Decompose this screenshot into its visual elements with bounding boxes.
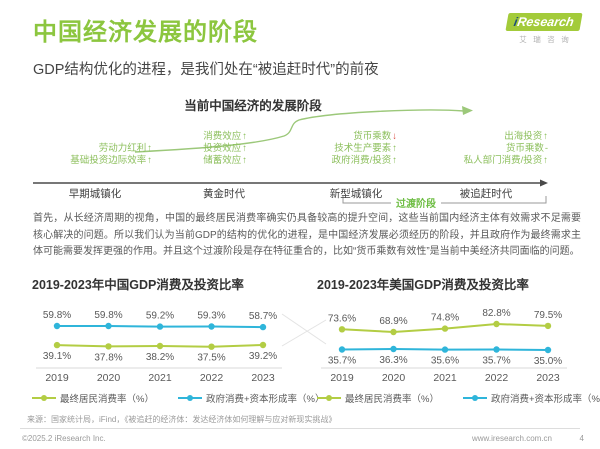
transition-bracket	[342, 196, 547, 204]
stage-curve-canvas	[33, 106, 548, 204]
logo-mark: iResearch	[505, 13, 583, 31]
chart-title: 2019-2023年美国GDP消费及投资比率	[317, 278, 529, 292]
stage-3-factors: 货币乘数↓ 技术生产要素↑ 政府消费/投资↑	[332, 131, 397, 167]
legend-marker-icon	[317, 395, 341, 401]
svg-text:74.8%: 74.8%	[431, 313, 459, 324]
iresearch-logo: iResearch 艾瑞咨询	[505, 13, 583, 45]
legend-item: 政府消费+资本形成率（%）	[462, 391, 600, 405]
stage-2-factors: 消费效应↑ 投资效应↑ 储蓄效应↑	[203, 131, 247, 167]
factor-label: 储蓄效应↑	[203, 155, 247, 166]
factor-label: 消费效应↑	[203, 131, 247, 142]
stage-label: 黄金时代	[203, 188, 245, 200]
footer-divider	[20, 428, 580, 429]
logo-chinese-name: 艾瑞咨询	[519, 35, 576, 44]
chart-connector-lines	[281, 313, 327, 347]
up-arrow-icon: ↑	[147, 143, 152, 154]
down-arrow-icon: ↓	[392, 131, 397, 142]
up-arrow-icon: ↑	[543, 131, 548, 142]
svg-text:35.7%: 35.7%	[482, 356, 510, 367]
line-chart: 2019 2020 2021 2022 2023 73.6% 68.9% 74.8% 82.8%…	[321, 308, 567, 384]
chart-title: 2019-2023年中国GDP消费及投资比率	[32, 278, 244, 292]
svg-text:2022: 2022	[200, 372, 224, 384]
up-arrow-icon: ↑	[392, 155, 397, 166]
svg-text:2021: 2021	[433, 372, 457, 384]
svg-text:35.0%: 35.0%	[534, 356, 562, 367]
axis-arrowhead	[540, 179, 548, 187]
svg-text:39.1%: 39.1%	[43, 351, 71, 362]
svg-text:35.7%: 35.7%	[328, 356, 356, 367]
up-arrow-icon: ↑	[392, 143, 397, 154]
svg-text:35.6%: 35.6%	[431, 356, 459, 367]
svg-text:59.2%: 59.2%	[146, 311, 174, 322]
logo-wordmark: Research	[516, 15, 576, 29]
svg-text:2023: 2023	[536, 372, 560, 384]
legend-marker-icon	[462, 395, 487, 401]
svg-text:82.8%: 82.8%	[482, 308, 510, 319]
diagram-title: 当前中国经济的发展阶段	[184, 99, 322, 113]
svg-text:2022: 2022	[485, 372, 509, 384]
factor-label: 技术生产要素↑	[334, 143, 397, 154]
subtitle: GDP结构优化的进程，是我们处在“被追赶时代”的前夜	[33, 62, 379, 78]
svg-text:39.2%: 39.2%	[249, 351, 277, 362]
website-url: www.iresearch.com.cn	[471, 434, 552, 443]
stage-1-factors: 劳动力红利↑ 基础投资边际效率↑	[70, 143, 152, 167]
page-title: 中国经济发展的阶段	[33, 19, 258, 46]
source-note: 来源：国家统计局，iFind，《被追赶的经济体：发达经济体如何理解与应对新现实挑…	[27, 415, 337, 424]
up-arrow-icon: ↑	[147, 155, 152, 166]
factor-label: 私人部门消费/投资↑	[463, 155, 548, 166]
copyright: ©2025.2 iResearch Inc.	[22, 434, 106, 443]
chart-legend: 最终居民消费率（%） 政府消费+资本形成率（%）	[317, 391, 600, 405]
svg-text:68.9%: 68.9%	[379, 316, 407, 327]
factor-label: 货币乘数↓	[353, 131, 397, 142]
svg-text:37.8%: 37.8%	[94, 352, 122, 363]
up-arrow-icon: ↑	[543, 155, 548, 166]
svg-text:2023: 2023	[251, 372, 275, 384]
svg-text:36.3%: 36.3%	[379, 355, 407, 366]
growth-curve	[134, 109, 465, 153]
chart-legend: 最终居民消费率（%） 政府消费+资本形成率（%）	[32, 391, 324, 405]
factor-label: 政府消费/投资↑	[331, 155, 397, 166]
svg-text:73.6%: 73.6%	[328, 313, 356, 324]
legend-marker-icon	[32, 395, 56, 401]
factor-label: 劳动力红利↑	[98, 143, 152, 154]
factor-label: 出海投资↑	[504, 131, 548, 142]
stage-label: 新型城镇化	[329, 188, 383, 200]
factor-label: 基础投资边际效率↑	[70, 155, 152, 166]
svg-text:2019: 2019	[330, 372, 354, 384]
stage-label: 早期城镇化	[68, 188, 122, 200]
stage-label: 被追赶时代	[459, 188, 513, 200]
svg-text:2021: 2021	[148, 372, 172, 384]
up-arrow-icon: ↑	[242, 131, 247, 142]
legend-item: 政府消费+资本形成率（%）	[177, 391, 324, 405]
transition-stage-label: 过渡阶段	[396, 199, 436, 210]
svg-text:59.8%: 59.8%	[43, 310, 71, 321]
legend-marker-icon	[177, 395, 202, 401]
up-arrow-icon: ↑	[242, 155, 247, 166]
svg-text:38.2%: 38.2%	[146, 352, 174, 363]
up-arrow-icon: ↑	[242, 143, 247, 154]
factor-label: 货币乘数-	[505, 143, 548, 154]
svg-text:2019: 2019	[45, 372, 69, 384]
curve-arrowhead	[462, 106, 473, 115]
page-number: 4	[579, 434, 584, 443]
line-chart: 2019 2020 2021 2022 2023 39.1% 37.8% 38.2% 37.5%…	[36, 310, 282, 384]
development-stages-diagram: 当前中国经济的发展阶段 过渡阶段 劳动力红利↑ 基础投资边际效率↑ 早期城镇化 消费效…	[0, 95, 600, 215]
svg-text:59.3%: 59.3%	[197, 311, 225, 322]
svg-text:58.7%: 58.7%	[249, 311, 277, 322]
legend-item: 最终居民消费率（%）	[317, 391, 439, 405]
us-gdp-chart: 2019-2023年美国GDP消费及投资比率 2019 2020 2021 2022 2…	[315, 274, 600, 410]
dash-icon: -	[544, 143, 548, 154]
svg-text:79.5%: 79.5%	[534, 310, 562, 321]
svg-text:2020: 2020	[382, 372, 406, 384]
legend-item: 最终居民消费率（%）	[32, 391, 154, 405]
svg-text:2020: 2020	[97, 372, 121, 384]
china-gdp-chart: 2019-2023年中国GDP消费及投资比率 2019 2020 2021 2022 2…	[30, 274, 324, 410]
body-paragraph: 首先，从长经济周期的视角，中国的最终居民消费率确实仍具备较高的提升空间，这些当前…	[33, 213, 581, 257]
svg-text:37.5%: 37.5%	[197, 353, 225, 364]
svg-text:59.8%: 59.8%	[94, 310, 122, 321]
factor-label: 投资效应↑	[203, 143, 247, 154]
stage-4-factors: 出海投资↑ 货币乘数- 私人部门消费/投资↑	[464, 131, 548, 167]
